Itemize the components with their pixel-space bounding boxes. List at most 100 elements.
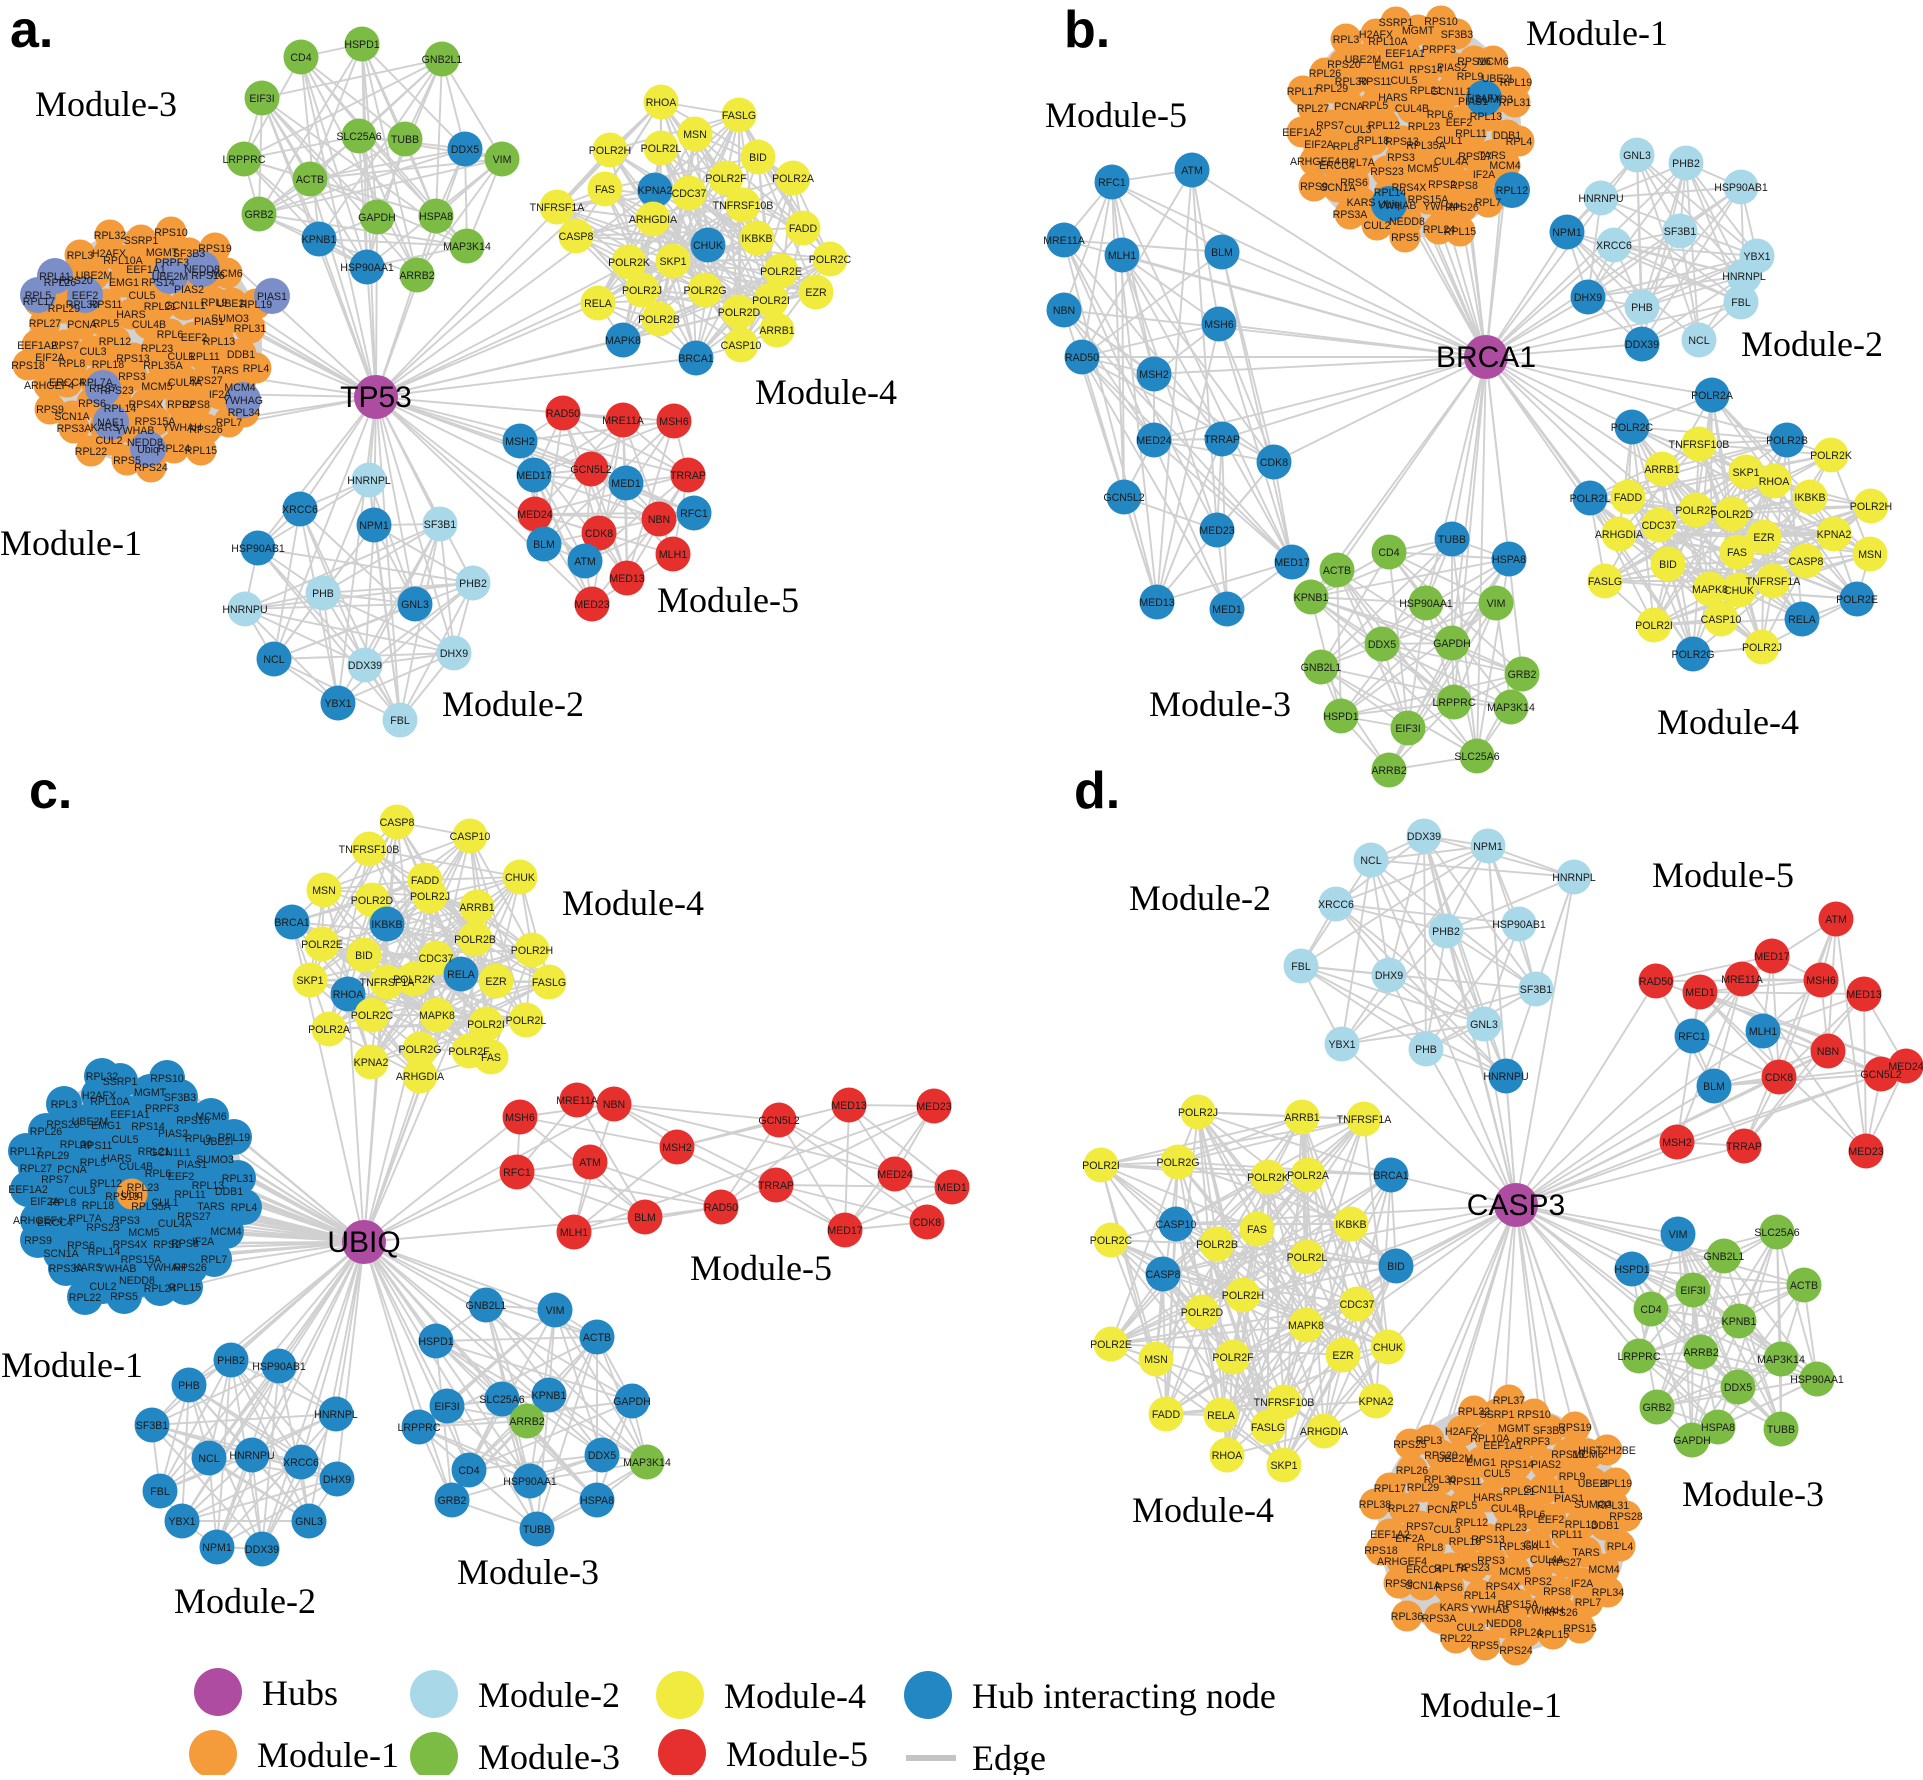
svg-text:POLR2L: POLR2L	[506, 1015, 547, 1027]
svg-text:RPS9: RPS9	[24, 1235, 52, 1247]
svg-text:GNB2L1: GNB2L1	[1301, 662, 1342, 674]
svg-text:H2AFX: H2AFX	[1467, 93, 1501, 105]
svg-text:ARHGEF4: ARHGEF4	[1290, 156, 1340, 168]
svg-text:NPM1: NPM1	[202, 1542, 232, 1554]
svg-text:KPNB1: KPNB1	[302, 234, 337, 246]
svg-text:RHOA: RHOA	[1212, 1450, 1244, 1462]
svg-text:HSP90AA1: HSP90AA1	[340, 262, 394, 274]
svg-text:RPL34: RPL34	[1592, 1587, 1624, 1599]
svg-text:XRCC6: XRCC6	[1596, 240, 1632, 252]
svg-text:RPS10: RPS10	[150, 1073, 184, 1085]
svg-text:BLM: BLM	[533, 539, 555, 551]
svg-text:PCNA: PCNA	[1334, 101, 1364, 113]
svg-text:ACTB: ACTB	[583, 1332, 611, 1344]
svg-text:ACTB: ACTB	[1323, 565, 1351, 577]
svg-text:RPS18: RPS18	[1364, 1545, 1398, 1557]
svg-text:RPL11: RPL11	[39, 271, 71, 283]
svg-text:MAPK8: MAPK8	[605, 335, 641, 347]
svg-text:MED23: MED23	[916, 1101, 951, 1113]
svg-text:RPL15: RPL15	[1444, 226, 1476, 238]
svg-text:RPS5: RPS5	[1391, 232, 1419, 244]
svg-text:GAPDH: GAPDH	[358, 212, 396, 224]
svg-text:RPL13: RPL13	[1470, 111, 1502, 123]
svg-text:RPL17: RPL17	[1287, 86, 1319, 98]
svg-text:MCM4: MCM4	[224, 382, 255, 394]
svg-text:EEF1A1: EEF1A1	[1385, 48, 1425, 60]
svg-text:MAP3K14: MAP3K14	[1487, 702, 1535, 714]
svg-text:GNL3: GNL3	[401, 599, 429, 611]
svg-text:HIST2H2BE: HIST2H2BE	[1578, 1445, 1636, 1457]
svg-text:POLR2H: POLR2H	[1850, 501, 1892, 513]
svg-text:CDK8: CDK8	[1260, 457, 1288, 469]
svg-text:ATM: ATM	[1825, 914, 1847, 926]
svg-text:TNFRSF1A: TNFRSF1A	[530, 202, 586, 214]
svg-text:RPL32: RPL32	[1458, 1406, 1490, 1418]
svg-text:NBN: NBN	[648, 514, 670, 526]
svg-text:DDB1: DDB1	[215, 1186, 243, 1198]
svg-text:CUL1: CUL1	[1523, 1539, 1550, 1551]
svg-text:RPS8: RPS8	[1450, 180, 1478, 192]
svg-text:POLR2L: POLR2L	[1570, 493, 1611, 505]
svg-text:RPL22: RPL22	[69, 1292, 101, 1304]
svg-text:EEF1A2: EEF1A2	[17, 340, 57, 352]
svg-text:CASP3: CASP3	[1467, 1189, 1565, 1222]
svg-text:FASLG: FASLG	[532, 977, 566, 989]
svg-text:RFC1: RFC1	[1678, 1031, 1706, 1043]
svg-text:PHB2: PHB2	[1432, 926, 1460, 938]
svg-text:HSP90AA1: HSP90AA1	[1790, 1374, 1844, 1386]
svg-text:Module-4: Module-4	[724, 1676, 866, 1716]
svg-text:EEF2: EEF2	[168, 1171, 195, 1183]
svg-text:Module-5: Module-5	[1045, 95, 1187, 135]
svg-text:MCM6: MCM6	[1477, 56, 1508, 68]
svg-text:a.: a.	[10, 1, 53, 59]
svg-text:GAPDH: GAPDH	[1673, 1435, 1711, 1447]
svg-text:MLH1: MLH1	[659, 549, 687, 561]
svg-text:NCL: NCL	[1688, 335, 1709, 347]
svg-text:MLH1: MLH1	[560, 1227, 588, 1239]
svg-text:RPS15: RPS15	[1563, 1623, 1597, 1635]
svg-text:RPL32: RPL32	[94, 230, 126, 242]
svg-text:RPL17: RPL17	[10, 1146, 42, 1158]
svg-text:ARRB2: ARRB2	[509, 1416, 544, 1428]
svg-text:MSH6: MSH6	[1204, 319, 1234, 331]
svg-text:MAP3K14: MAP3K14	[443, 241, 491, 253]
svg-text:RPL36: RPL36	[1391, 1611, 1423, 1623]
svg-text:RPS8: RPS8	[1543, 1586, 1571, 1598]
svg-text:CUL3: CUL3	[1344, 124, 1371, 136]
svg-text:RPS3A: RPS3A	[1422, 1613, 1458, 1625]
svg-text:RPL19: RPL19	[1600, 1478, 1632, 1490]
svg-text:RPL31: RPL31	[222, 1173, 254, 1185]
svg-text:RPS25: RPS25	[1393, 1439, 1427, 1451]
svg-text:HSPD1: HSPD1	[1614, 1264, 1649, 1276]
svg-text:CDC37: CDC37	[1642, 520, 1677, 532]
svg-text:MSN: MSN	[1858, 549, 1882, 561]
svg-text:MED24: MED24	[877, 1169, 912, 1181]
svg-text:POLR2A: POLR2A	[308, 1024, 351, 1036]
svg-text:SLC25A6: SLC25A6	[479, 1394, 524, 1406]
svg-text:MGMT: MGMT	[1498, 1423, 1531, 1435]
svg-text:RFC1: RFC1	[680, 508, 708, 520]
svg-text:GRB2: GRB2	[438, 1495, 467, 1507]
svg-text:RPS19: RPS19	[198, 243, 232, 255]
svg-text:RPS5: RPS5	[1471, 1640, 1499, 1652]
svg-text:PHB: PHB	[1415, 1044, 1437, 1056]
svg-text:ARHGEF4: ARHGEF4	[1377, 1556, 1427, 1568]
svg-text:PHB: PHB	[312, 588, 334, 600]
svg-text:NBN: NBN	[1053, 305, 1075, 317]
svg-text:RPL13: RPL13	[203, 336, 235, 348]
svg-text:CASP10: CASP10	[1701, 614, 1742, 626]
svg-text:MED1: MED1	[1212, 604, 1242, 616]
svg-text:Hub interacting node: Hub interacting node	[972, 1676, 1276, 1716]
svg-text:IKBKB: IKBKB	[371, 919, 402, 931]
svg-text:POLR2H: POLR2H	[1222, 1290, 1264, 1302]
svg-text:CD4: CD4	[1640, 1304, 1661, 1316]
svg-text:GNL3: GNL3	[1623, 150, 1651, 162]
svg-text:MED13: MED13	[609, 573, 644, 585]
svg-text:POLR2B: POLR2B	[1766, 435, 1808, 447]
svg-text:NCL: NCL	[198, 1453, 219, 1465]
svg-text:BRCA1: BRCA1	[1373, 1170, 1408, 1182]
svg-text:H2AFX: H2AFX	[1359, 29, 1393, 41]
svg-text:RPL15: RPL15	[169, 1282, 201, 1294]
svg-text:SKP1: SKP1	[1732, 467, 1759, 479]
svg-text:RAD50: RAD50	[1065, 352, 1099, 364]
